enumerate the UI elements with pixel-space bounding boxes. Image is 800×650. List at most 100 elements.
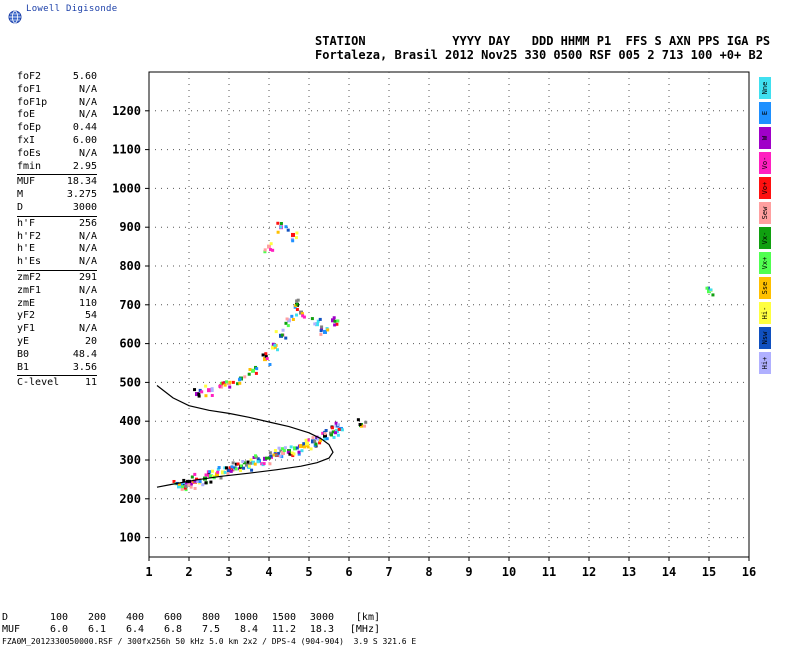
echo-point <box>280 455 284 459</box>
y-tick-label: 500 <box>119 375 141 389</box>
echo-point <box>289 445 293 449</box>
echo-point <box>234 462 238 466</box>
mode-label: Vo- <box>761 156 769 170</box>
echo-point <box>254 371 258 375</box>
echo-point <box>317 436 321 441</box>
y-tick-label: 400 <box>119 414 141 428</box>
echo-point <box>359 424 363 428</box>
echo-point <box>295 313 299 317</box>
echo-point <box>239 464 243 468</box>
echo-point <box>318 441 322 445</box>
echo-point <box>309 447 313 451</box>
echo-point <box>276 221 280 225</box>
file-info-footer: FZA0M_2012330050000.RSF / 300fx256h 50 k… <box>2 637 417 646</box>
echo-point <box>310 317 314 321</box>
mode-label: Nsw <box>761 331 769 345</box>
echo-point <box>172 479 176 483</box>
echo-point <box>285 317 289 321</box>
echo-point <box>332 435 336 439</box>
param-label: h'F <box>17 217 36 229</box>
distance-value: 1500 <box>271 612 296 623</box>
echo-point <box>200 390 204 394</box>
echo-point <box>210 389 214 393</box>
echo-point <box>340 428 344 432</box>
echo-point <box>209 480 213 484</box>
x-tick-label: 3 <box>225 565 232 579</box>
param-row: foEp 0.44 <box>17 122 97 135</box>
x-tick-label: 6 <box>345 565 352 579</box>
distance-row-label: D <box>2 612 9 623</box>
echo-point <box>251 368 255 373</box>
echo-point <box>207 472 211 476</box>
echo-point <box>208 470 212 474</box>
echo-point <box>255 367 259 371</box>
echo-point <box>277 451 281 455</box>
echo-point <box>248 368 252 372</box>
x-tick-label: 2 <box>185 565 192 579</box>
param-value: 54 <box>84 310 97 322</box>
echo-point <box>303 445 307 449</box>
y-tick-label: 1200 <box>112 104 141 118</box>
param-row: h'E N/A <box>17 243 97 256</box>
mode-swatch: Vo- <box>759 152 771 174</box>
echo-point <box>263 248 267 252</box>
x-tick-label: 1 <box>145 565 152 579</box>
echo-point <box>184 488 188 492</box>
echo-point <box>204 384 208 388</box>
echo-point <box>331 318 335 323</box>
echo-point <box>238 381 242 385</box>
echo-point <box>264 354 268 358</box>
echo-point <box>218 384 222 388</box>
echo-point <box>319 332 323 336</box>
param-value: N/A <box>78 230 97 242</box>
param-label: zmF2 <box>17 271 42 283</box>
echo-point <box>219 476 223 480</box>
param-value: 256 <box>78 217 97 229</box>
echo-point <box>204 394 208 398</box>
x-tick-label: 14 <box>662 565 676 579</box>
echo-point <box>331 430 335 434</box>
param-label: M <box>17 189 24 201</box>
echo-point <box>253 462 257 466</box>
echo-point <box>296 298 300 302</box>
mode-label: E <box>761 110 769 116</box>
echo-point <box>256 457 260 461</box>
x-tick-label: 8 <box>425 565 432 579</box>
echo-point <box>305 441 309 446</box>
echo-point <box>711 293 715 297</box>
echo-point <box>335 428 339 433</box>
y-tick-label: 300 <box>119 453 141 467</box>
echo-point <box>707 289 711 294</box>
echo-point <box>223 470 227 474</box>
echo-point <box>323 437 327 441</box>
echo-point <box>185 482 189 487</box>
param-label: h'E <box>17 243 36 255</box>
param-value: N/A <box>78 96 97 108</box>
param-row: zmE 110 <box>17 298 97 311</box>
echo-point <box>284 225 288 229</box>
echo-point <box>334 424 338 428</box>
x-tick-label: 4 <box>265 565 272 579</box>
param-row: zmF1 N/A <box>17 285 97 298</box>
param-value: 3.275 <box>66 189 97 201</box>
param-value: 0.44 <box>72 122 97 134</box>
distance-value: 600 <box>163 612 182 623</box>
echo-point <box>364 420 368 424</box>
echo-point <box>288 452 292 456</box>
echo-point <box>268 462 272 466</box>
y-tick-label: 100 <box>119 531 141 545</box>
echo-point <box>247 372 251 376</box>
echo-point <box>290 451 294 455</box>
x-tick-label: 11 <box>542 565 556 579</box>
mode-label: Vx- <box>761 231 769 245</box>
echo-point <box>315 322 319 327</box>
echo-point <box>279 225 283 229</box>
param-label: B0 <box>17 348 30 360</box>
echo-point <box>326 328 330 332</box>
x-tick-label: 7 <box>385 565 392 579</box>
muf-row: MUF 6.0 6.1 6.4 6.8 7.5 8.4 11.2 18.3 [M… <box>2 624 380 636</box>
echo-point <box>269 242 273 246</box>
echo-point <box>329 433 333 437</box>
mode-label: Sew <box>761 206 769 220</box>
param-row: C-level 11 <box>17 377 97 390</box>
